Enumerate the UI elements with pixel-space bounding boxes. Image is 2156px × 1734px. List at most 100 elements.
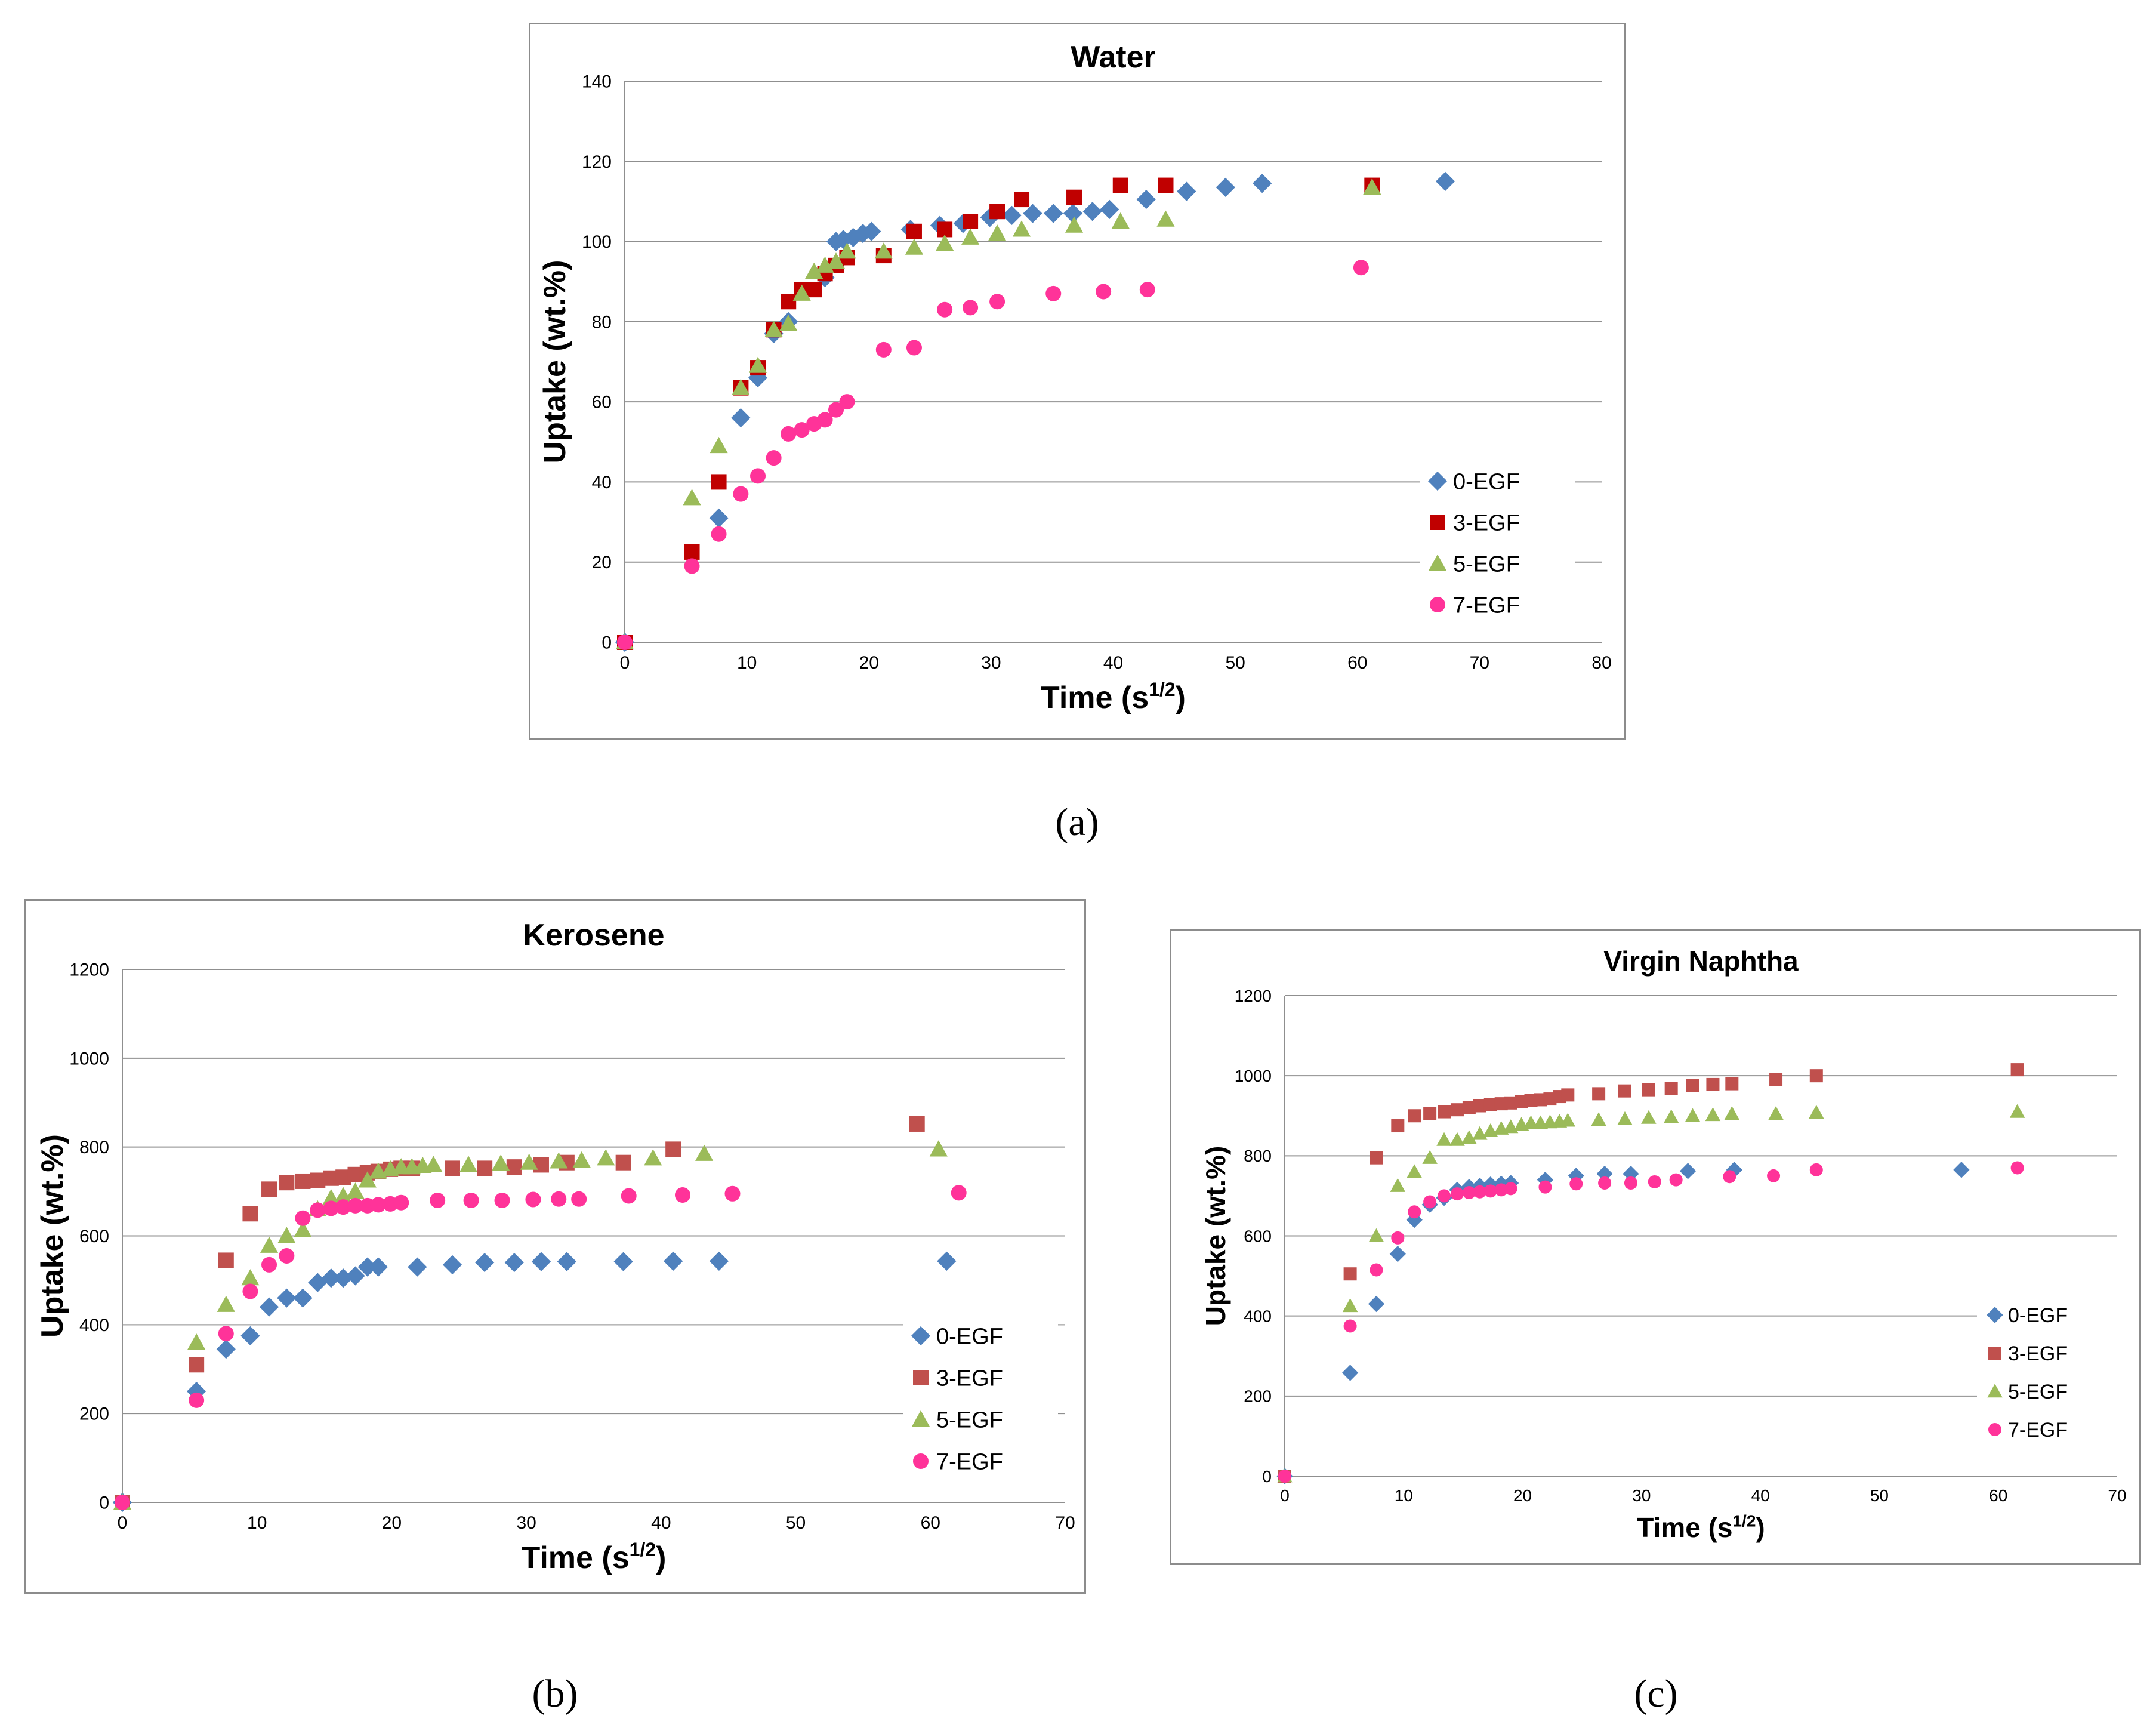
data-point — [1483, 1098, 1497, 1111]
data-point — [1591, 1112, 1606, 1126]
data-point — [217, 1295, 235, 1312]
data-point — [937, 301, 953, 318]
data-point — [1449, 1132, 1465, 1146]
legend-label: 7-EGF — [2008, 1419, 2068, 1442]
data-point — [963, 300, 979, 316]
data-point — [260, 1236, 279, 1253]
data-point — [1504, 1182, 1517, 1196]
data-point — [1462, 1186, 1476, 1200]
data-point — [805, 262, 823, 279]
legend-marker — [1427, 471, 1448, 491]
data-point — [2010, 1063, 2024, 1077]
virgin-naphtha-chart-panel: Virgin Naphtha 0 200 400 600 800 1000 1200 0 10 20… — [1170, 929, 2141, 1565]
legend-bg — [1977, 1417, 2126, 1442]
data-point — [1111, 212, 1130, 229]
data-point — [1177, 181, 1196, 201]
data-point — [732, 378, 750, 395]
chart-svg: Water 0 20 40 60 80 100 120 140 0 10 20 30 40 50 60 70 80… — [538, 40, 1612, 715]
data-point — [1472, 1126, 1488, 1140]
data-point — [617, 635, 633, 650]
y-tick-label: 200 — [79, 1405, 109, 1424]
data-point — [1343, 1267, 1357, 1281]
data-point — [368, 1257, 388, 1277]
data-point — [792, 284, 811, 301]
y-tick-label: 1200 — [1235, 987, 1272, 1005]
data-point — [1450, 1103, 1464, 1117]
x-tick-label: 0 — [1280, 1486, 1290, 1505]
data-point — [358, 1171, 377, 1188]
data-point — [240, 1326, 260, 1346]
data-point — [294, 1221, 312, 1237]
y-axis-label: Uptake (wt.%) — [35, 1134, 70, 1338]
y-tick-label: 0 — [99, 1493, 109, 1513]
data-point — [711, 526, 727, 542]
data-point — [1641, 1110, 1657, 1124]
data-point — [906, 223, 922, 239]
data-point — [1725, 1077, 1739, 1091]
legend: 0-EGF 3-EGF 5-EGF 7-EGF — [903, 1322, 1058, 1475]
legend-label: 3-EGF — [2008, 1342, 2068, 1365]
data-point — [1341, 1365, 1359, 1381]
y-tick-label: 100 — [582, 232, 612, 252]
y-tick-label: 60 — [592, 393, 612, 412]
y-tick-label: 120 — [582, 152, 612, 172]
data-point — [346, 1266, 365, 1286]
data-point — [1706, 1077, 1720, 1091]
series-0-EGF — [615, 171, 1455, 652]
data-point — [525, 1191, 541, 1208]
chart-title: Kerosene — [523, 918, 665, 953]
data-point — [1390, 1178, 1406, 1192]
legend-marker — [1428, 554, 1447, 571]
data-point — [674, 1187, 690, 1203]
data-point — [839, 394, 855, 410]
x-tick-label: 40 — [651, 1513, 671, 1533]
data-point — [1253, 174, 1272, 193]
data-point — [937, 1251, 957, 1271]
x-tick-label: 70 — [1470, 653, 1489, 673]
data-point — [1723, 1170, 1736, 1184]
legend-marker — [911, 1326, 931, 1346]
data-point — [1407, 1164, 1422, 1178]
data-point — [748, 356, 767, 373]
data-point — [1082, 202, 1102, 221]
data-point — [826, 252, 846, 269]
legend-label: 3-EGF — [1453, 510, 1520, 535]
legend-bg — [1420, 550, 1575, 577]
data-point — [961, 228, 980, 245]
data-point — [951, 1185, 967, 1201]
legend-bg — [903, 1447, 1058, 1475]
data-point — [781, 294, 797, 310]
data-point — [550, 1152, 568, 1169]
data-point — [494, 1192, 510, 1208]
data-point — [764, 321, 783, 337]
data-point — [504, 1253, 524, 1273]
data-point — [1136, 189, 1156, 210]
y-tick-label: 200 — [1244, 1387, 1272, 1406]
x-tick-label: 50 — [786, 1513, 806, 1533]
data-point — [1473, 1099, 1486, 1113]
series-0-EGF — [112, 1251, 957, 1513]
legend-label: 0-EGF — [1453, 469, 1520, 494]
data-point — [1342, 1298, 1358, 1313]
x-axis-label: Time (s1/2) — [522, 1539, 667, 1575]
data-point — [2009, 1104, 2025, 1118]
legend-label: 7-EGF — [1453, 593, 1520, 618]
x-tick-label: 40 — [1103, 653, 1123, 673]
x-tick-label: 70 — [2108, 1486, 2126, 1505]
data-point — [731, 408, 751, 428]
x-tick-label: 60 — [921, 1513, 940, 1533]
data-point — [1216, 177, 1235, 198]
data-point — [1066, 189, 1082, 205]
data-point — [189, 1392, 205, 1408]
data-point — [2010, 1161, 2024, 1175]
y-tick-label: 800 — [79, 1138, 109, 1157]
x-tick-label: 20 — [859, 653, 879, 673]
legend-label: 5-EGF — [2008, 1381, 2068, 1403]
legend-marker — [1430, 515, 1445, 530]
data-point — [442, 1255, 462, 1274]
data-point — [1569, 1177, 1583, 1191]
x-tick-label: 60 — [1347, 653, 1367, 673]
data-point — [1494, 1183, 1508, 1197]
data-point — [477, 1160, 493, 1176]
data-point — [684, 558, 700, 574]
